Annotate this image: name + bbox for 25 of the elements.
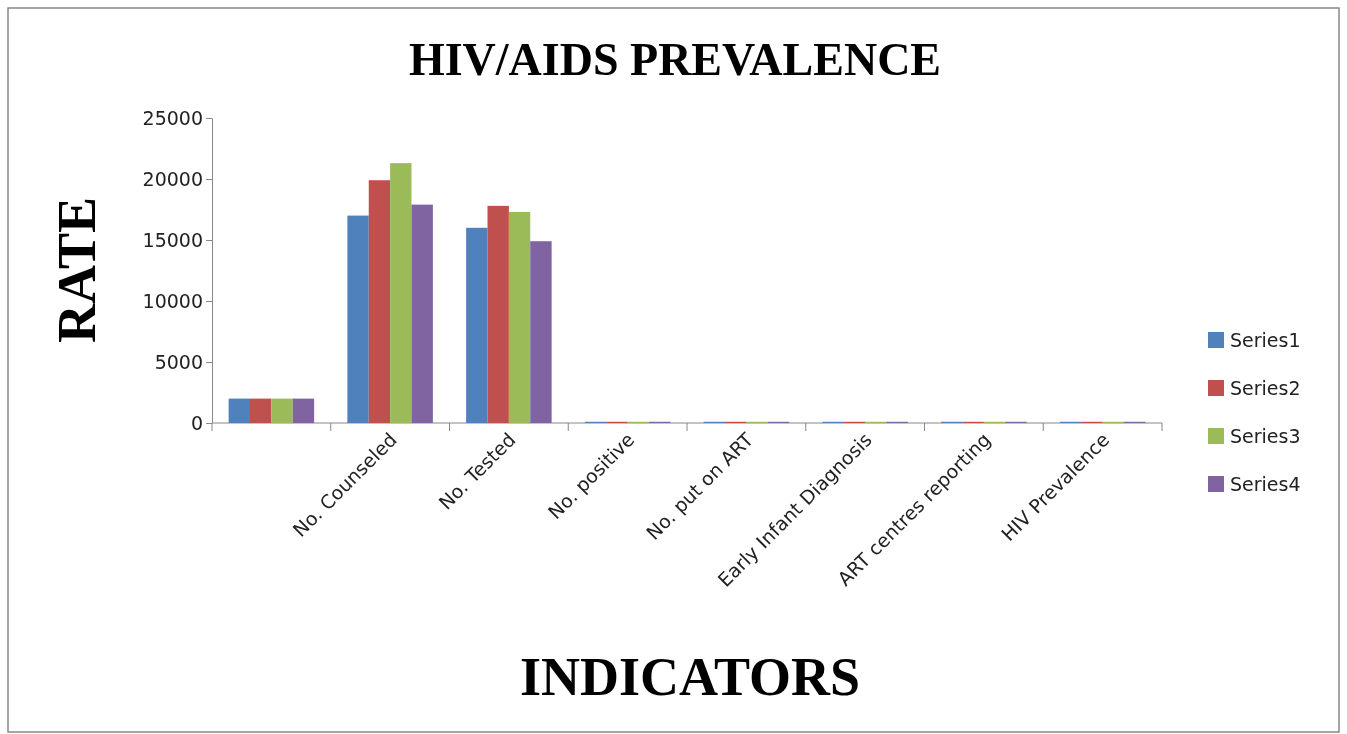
legend-label: Series3 [1230, 425, 1301, 447]
y-tick-label: 10000 [142, 289, 203, 312]
bar [271, 398, 293, 423]
bar [250, 398, 272, 423]
chart-title: HIV/AIDS PREVALENCE [408, 34, 942, 85]
bar [487, 205, 509, 423]
bar [508, 211, 531, 423]
bar [530, 241, 552, 423]
y-tick-label: 0 [190, 411, 203, 434]
legend-label: Series1 [1230, 329, 1301, 351]
y-tick-label: 20000 [142, 167, 203, 190]
bar [390, 163, 412, 423]
bar [228, 398, 250, 423]
bar [292, 398, 315, 423]
bar [368, 180, 391, 423]
y-tick-label: 15000 [142, 228, 203, 251]
y-tick-label: 25000 [142, 106, 203, 129]
y-axis-title: RATE [47, 196, 107, 344]
legend-label: Series4 [1230, 473, 1301, 495]
bar [466, 227, 488, 423]
bar [347, 215, 369, 423]
y-tick-label: 5000 [154, 350, 203, 373]
legend-label: Series2 [1230, 377, 1301, 399]
x-axis-title: INDICATORS [519, 647, 861, 707]
bar [411, 204, 433, 423]
